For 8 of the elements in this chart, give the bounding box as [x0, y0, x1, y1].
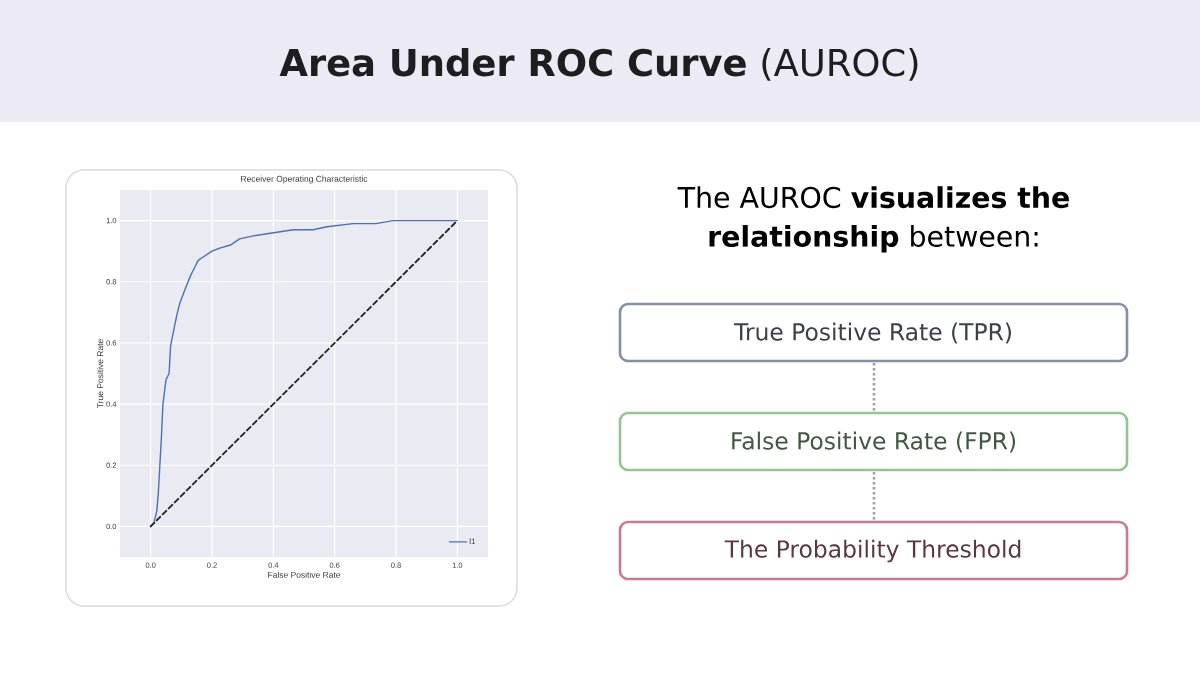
text: True Positive Rate (TPR) — [733, 322, 1011, 344]
y-axis-title: True Positive Rate — [97, 339, 104, 408]
text: Area Under ROC Curve (AUROC) — [279, 47, 918, 81]
text: The AUROC visualizes the relationship between: — [677, 186, 1069, 253]
text: The Probability Threshold — [724, 539, 1021, 563]
x-axis-title: False Positive Rate — [268, 571, 341, 578]
chart-subtitle: Receiver Operating Characteristic — [241, 175, 368, 184]
text: False Positive Rate (FPR) — [732, 431, 1016, 453]
